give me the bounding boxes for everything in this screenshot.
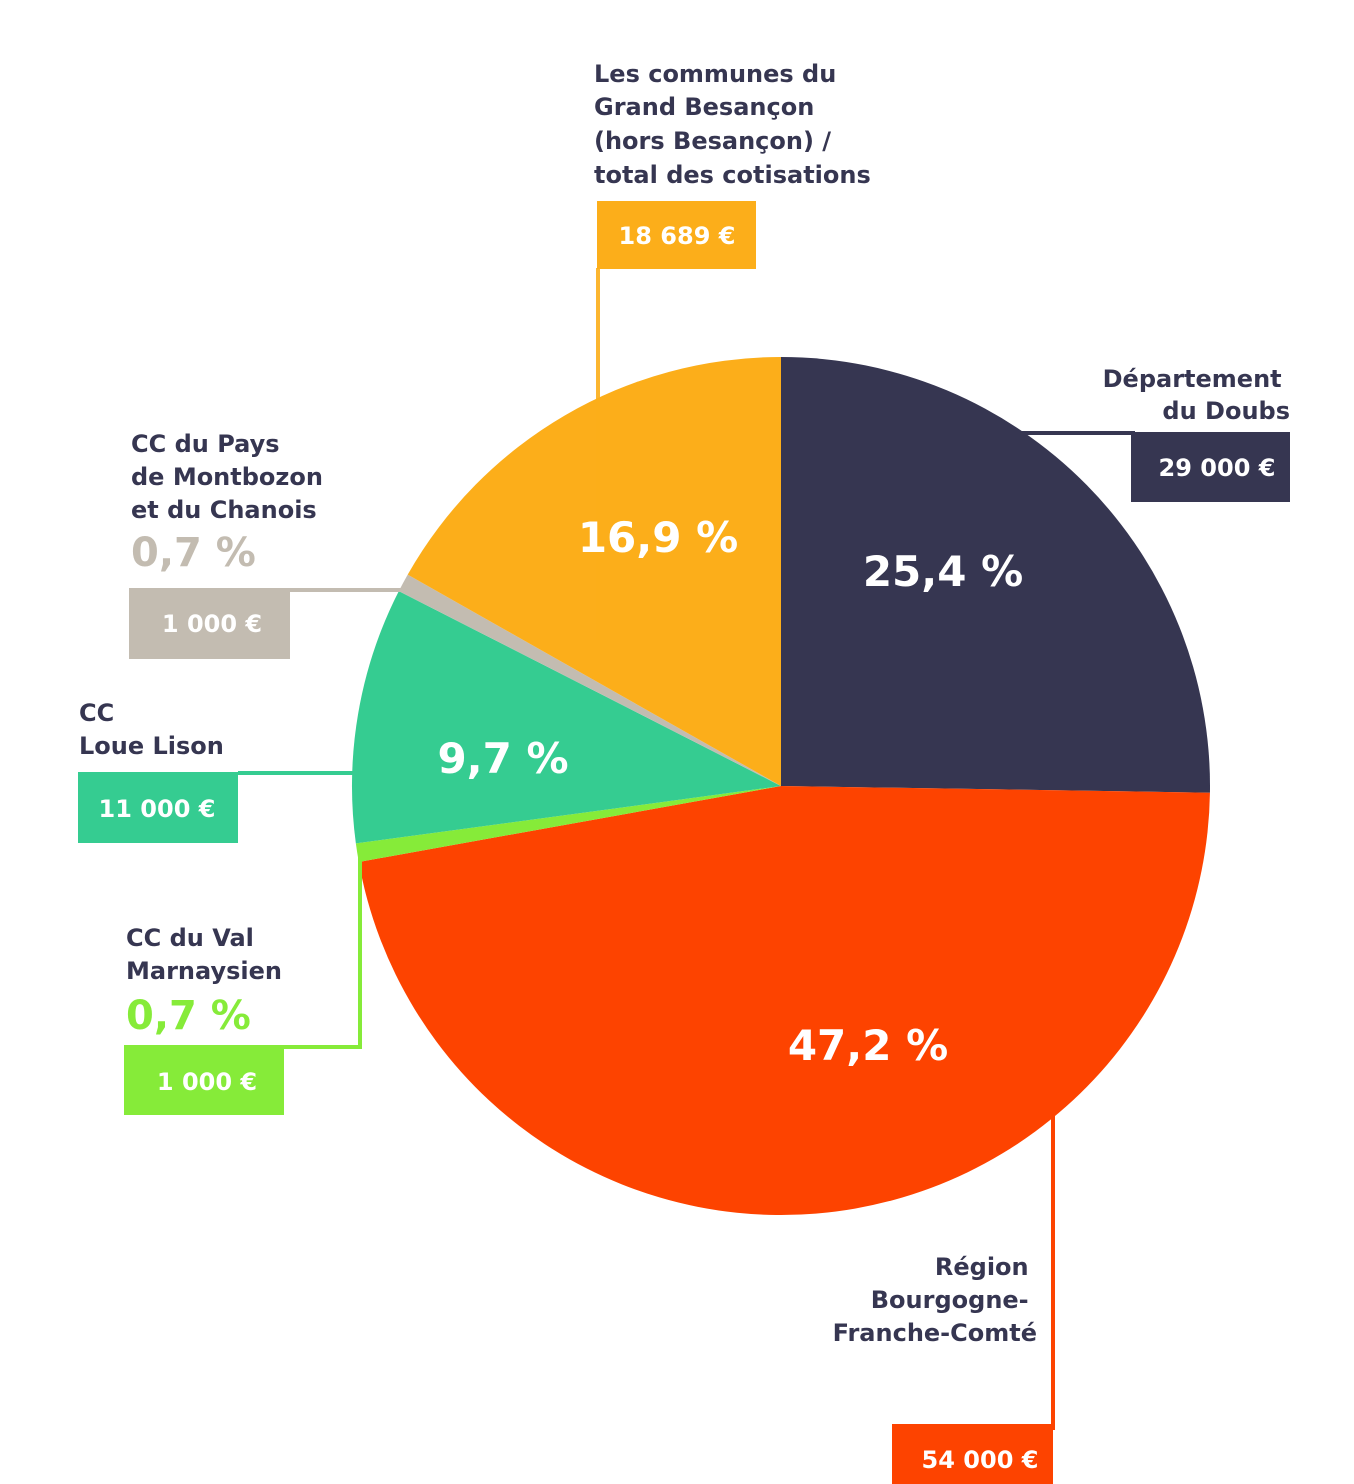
pie-slice-montbozon xyxy=(398,574,781,786)
label-region-line-2: Bourgogne- xyxy=(871,1286,1029,1314)
label-communes-line-3: (hors Besançon) / xyxy=(594,127,831,155)
slice-pct-doubs: 25,4 % xyxy=(863,547,1023,596)
slice-pct-loue: 9,7 % xyxy=(437,734,568,783)
leader-line-val xyxy=(282,848,362,1049)
amount-region: 54 000 € xyxy=(922,1446,1039,1474)
label-val-line-1: CC du Val xyxy=(126,924,254,952)
label-val: CC du Val Marnaysien xyxy=(126,924,282,985)
amount-box-communes xyxy=(597,201,756,269)
leader-lines xyxy=(238,268,1135,1430)
label-montbozon-line-3: et du Chanois xyxy=(131,496,317,524)
amount-communes: 18 689 € xyxy=(619,222,736,250)
label-communes-line-4: total des cotisations xyxy=(594,161,871,189)
label-communes: Les communes du Grand Besançon (hors Bes… xyxy=(594,60,871,189)
label-loue-line-2: Loue Lison xyxy=(79,732,224,760)
amount-box-region xyxy=(892,1424,1053,1484)
amount-montbozon: 1 000 € xyxy=(162,610,262,638)
pie-slice-region xyxy=(358,786,1210,1216)
amount-box-doubs xyxy=(1131,432,1290,502)
label-region-line-1: Région xyxy=(935,1253,1029,1281)
label-region: Région Bourgogne- Franche-Comté xyxy=(833,1253,1037,1347)
label-loue: CC Loue Lison xyxy=(79,699,224,760)
amount-box-val xyxy=(124,1045,284,1115)
pct-label-montbozon: 0,7 % xyxy=(131,530,256,576)
label-region-line-3: Franche-Comté xyxy=(833,1319,1037,1347)
amount-doubs: 29 000 € xyxy=(1159,454,1276,482)
amount-box-loue xyxy=(78,772,238,843)
label-doubs: Département du Doubs xyxy=(1103,365,1290,425)
pie-slice-doubs xyxy=(781,357,1211,793)
label-montbozon: CC du Pays de Montbozon et du Chanois xyxy=(131,430,331,524)
label-loue-line-1: CC xyxy=(79,699,114,727)
label-communes-line-2: Grand Besançon xyxy=(594,93,814,121)
label-montbozon-line-1: CC du Pays xyxy=(131,430,280,458)
label-montbozon-line-2: de Montbozon xyxy=(131,463,323,491)
pie-slice-val xyxy=(355,786,781,862)
slice-pct-communes: 16,9 % xyxy=(578,513,738,562)
amount-val: 1 000 € xyxy=(157,1068,257,1096)
label-communes-line-1: Les communes du xyxy=(594,60,836,88)
pie-slice-loue xyxy=(351,591,781,844)
label-doubs-line-2: du Doubs xyxy=(1162,397,1290,425)
amount-box-montbozon xyxy=(129,588,290,659)
label-doubs-line-1: Département xyxy=(1103,365,1282,393)
amount-loue: 11 000 € xyxy=(99,795,216,823)
pct-label-val: 0,7 % xyxy=(126,993,251,1039)
pie-slice-communes xyxy=(407,357,781,786)
slice-pct-region: 47,2 % xyxy=(788,1021,948,1070)
label-val-line-2: Marnaysien xyxy=(126,957,282,985)
pie-slices xyxy=(351,357,1211,1216)
